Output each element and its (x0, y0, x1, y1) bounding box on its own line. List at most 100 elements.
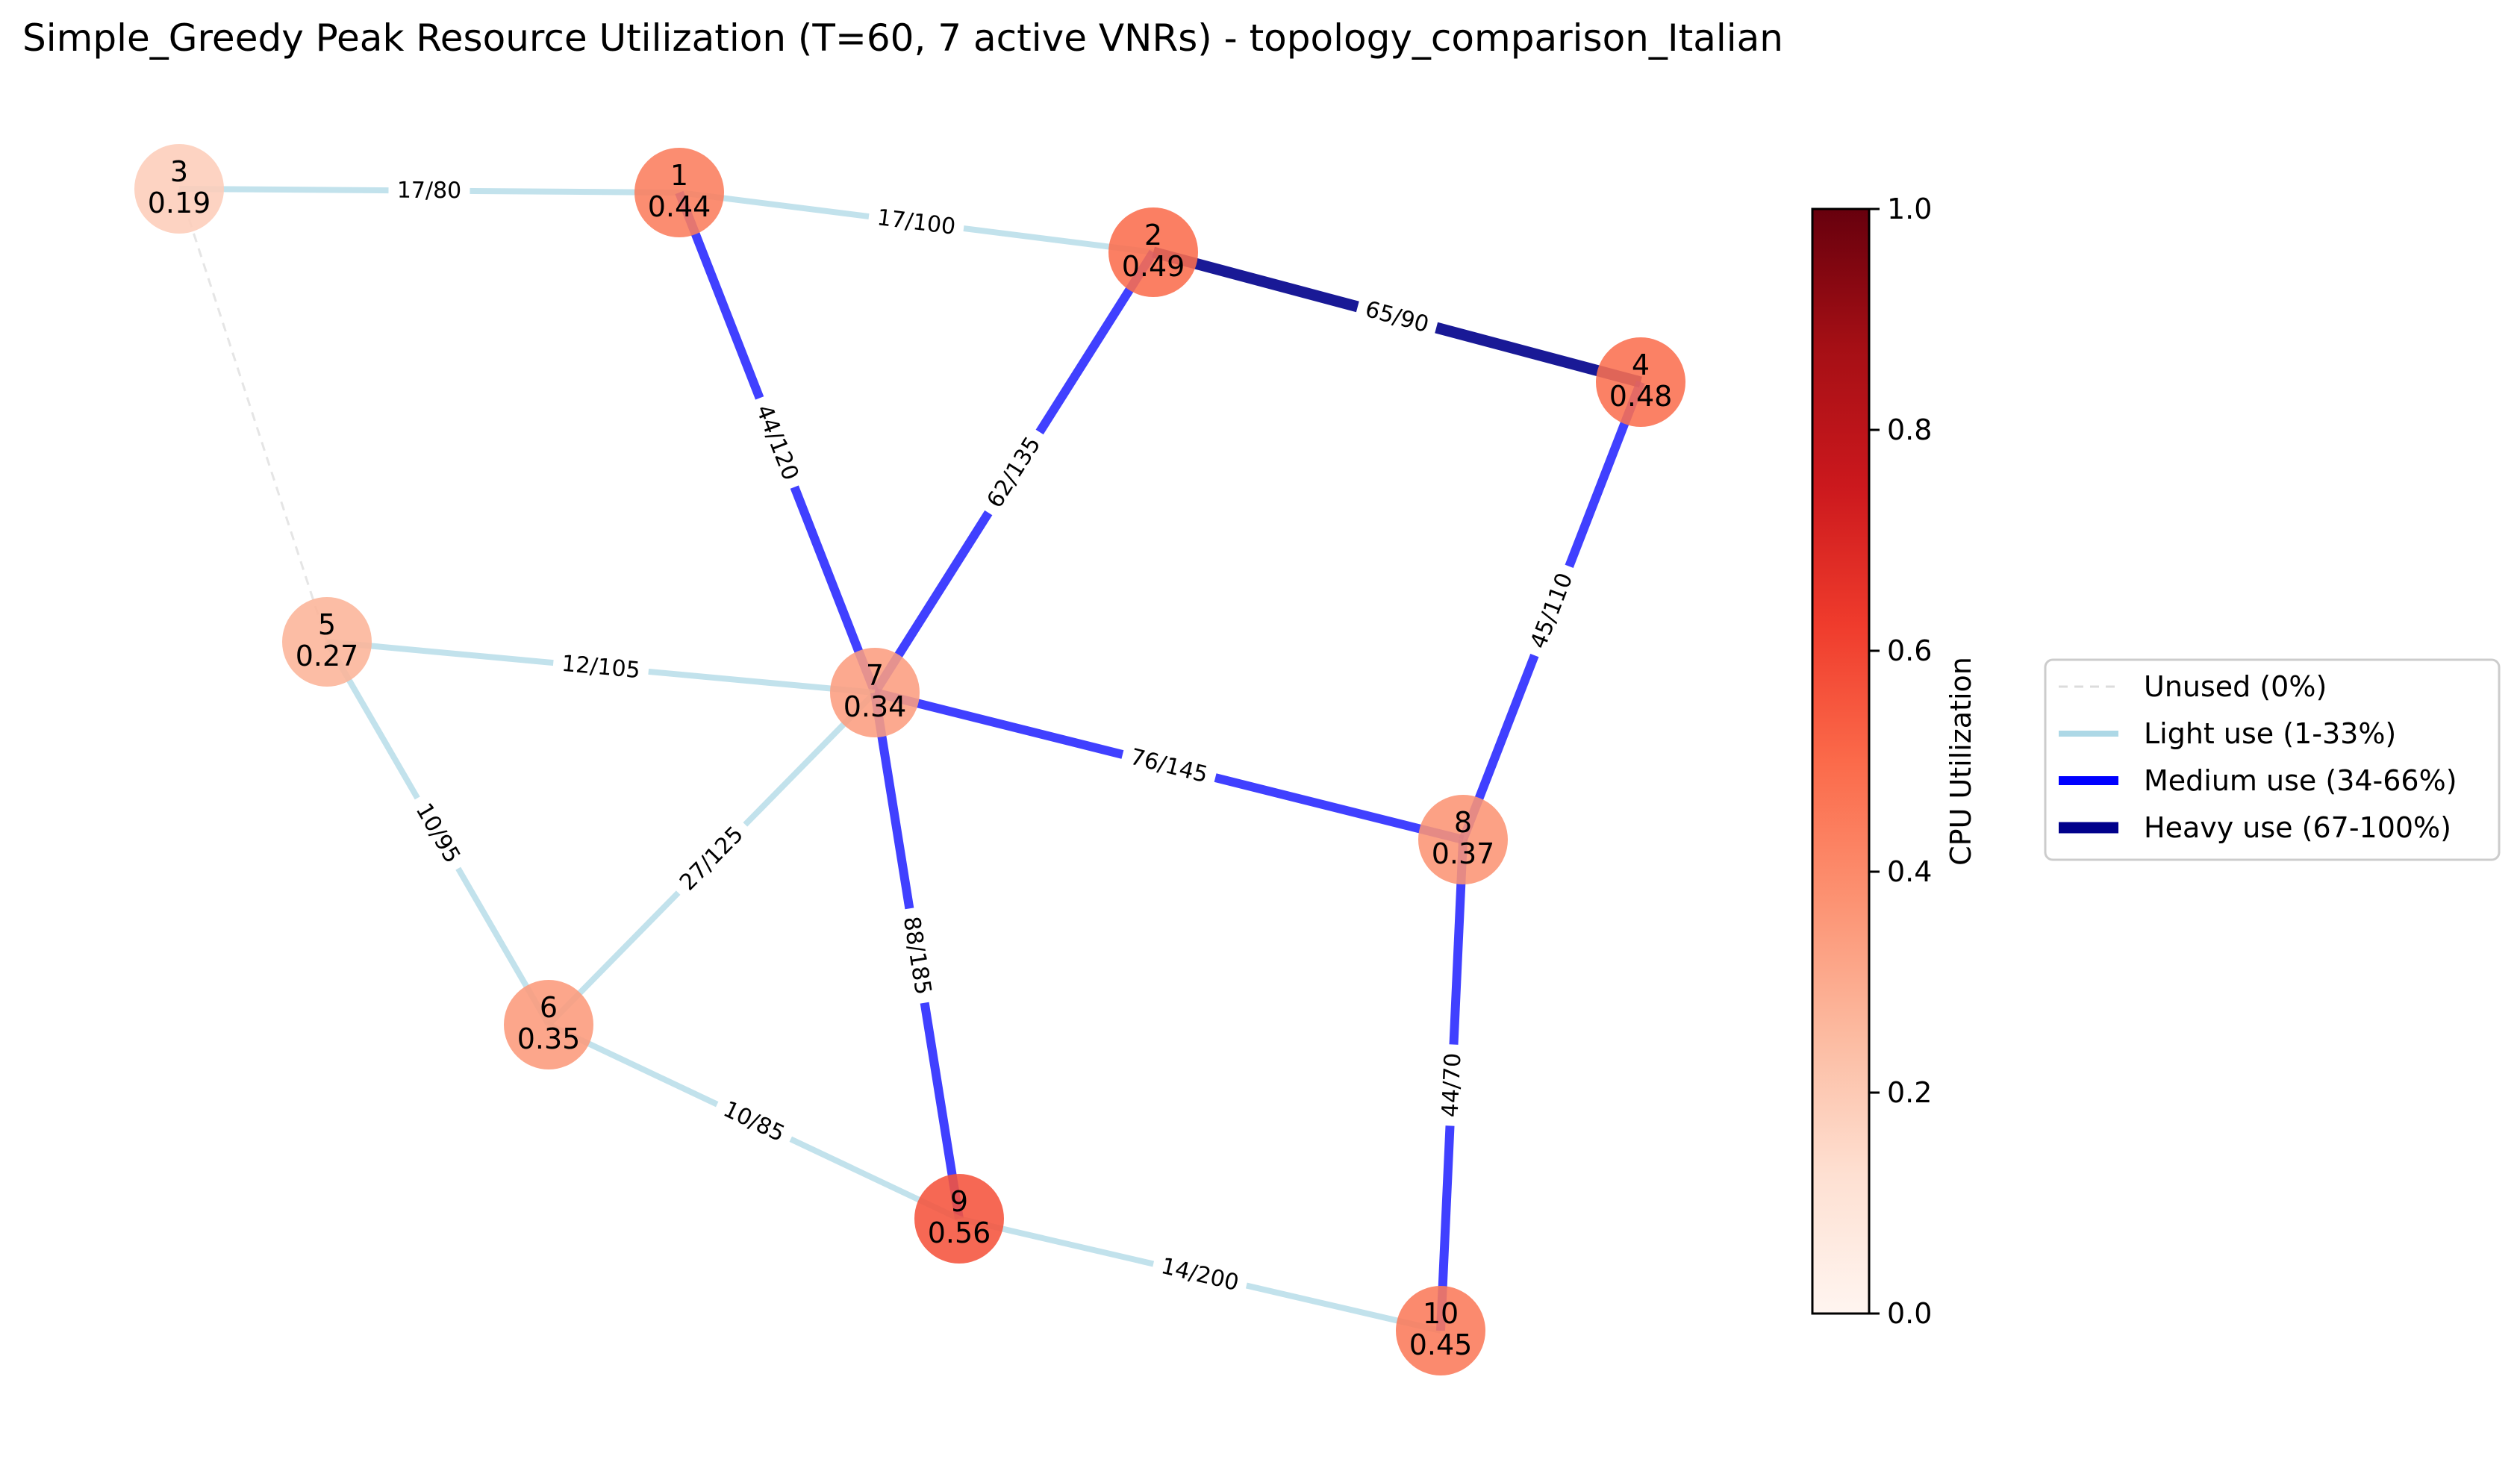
colorbar-tick-label: 1.0 (1887, 193, 1932, 225)
node-id-label: 1 (670, 159, 688, 192)
colorbar-tick-label: 0.6 (1887, 634, 1932, 667)
figure-title: Simple_Greedy Peak Resource Utilization … (22, 16, 1783, 60)
legend-item-medium: Medium use (34-66%) (2059, 764, 2457, 797)
edge-label-background (1435, 1043, 1469, 1127)
edge-label-7-9: 88/185 (894, 906, 940, 1005)
colorbar: 0.0 0.2 0.4 0.6 0.8 1.0 CPU Utilization (1811, 193, 1977, 1330)
node-id-label: 7 (866, 659, 884, 692)
node-9: 90.56 (914, 1174, 1004, 1264)
node-1: 10.44 (634, 148, 724, 237)
node-circle (134, 144, 224, 234)
edge-label-text: 44/120 (750, 401, 803, 484)
colorbar-tick-label: 0.2 (1887, 1076, 1932, 1109)
node-utilization-label: 0.27 (296, 640, 359, 672)
node-utilization-label: 0.48 (1609, 380, 1673, 413)
legend-label: Heavy use (67-100%) (2144, 811, 2451, 844)
edge-label-text: 10/95 (411, 799, 466, 867)
node-utilization-label: 0.35 (517, 1022, 581, 1055)
edge-label-6-9: 10/85 (711, 1090, 797, 1153)
node-id-label: 8 (1454, 806, 1472, 839)
node-4: 40.48 (1596, 337, 1685, 427)
edge-label-4-8: 45/110 (1521, 560, 1583, 661)
node-id-label: 2 (1144, 219, 1162, 252)
edge-label-text: 76/145 (1128, 744, 1211, 789)
edge-3-5 (178, 188, 328, 643)
node-id-label: 3 (170, 155, 188, 188)
edge-label-9-10: 14/200 (1150, 1249, 1250, 1300)
legend-label: Unused (0%) (2144, 670, 2327, 703)
edge-label-8-10: 44/70 (1435, 1043, 1469, 1127)
node-utilization-label: 0.44 (648, 190, 711, 223)
edge-label-text: 44/70 (1438, 1052, 1467, 1118)
legend-item-heavy: Heavy use (67-100%) (2059, 811, 2451, 844)
node-3: 30.19 (134, 144, 224, 234)
colorbar-tick-label: 0.4 (1887, 855, 1932, 888)
node-7: 70.34 (830, 648, 920, 737)
node-id-label: 6 (540, 991, 558, 1024)
edge-label-text: 17/100 (876, 204, 957, 240)
edge-label-1-2: 17/100 (867, 202, 966, 243)
node-circle (282, 597, 372, 687)
node-circle (1396, 1286, 1485, 1375)
legend: Unused (0%) Light use (1-33%) Medium use (… (2044, 658, 2501, 861)
edge-label-5-7: 12/105 (552, 648, 650, 687)
node-id-label: 10 (1423, 1297, 1459, 1330)
node-utilization-label: 0.19 (148, 187, 211, 219)
edge-label-background (1119, 740, 1219, 793)
edge-label-text: 45/110 (1526, 569, 1579, 652)
colorbar-ticks: 0.0 0.2 0.4 0.6 0.8 1.0 (1869, 193, 1932, 1330)
edge-label-2-7: 62/135 (976, 424, 1052, 521)
edge-label-7-6: 27/125 (667, 813, 756, 904)
node-2: 20.49 (1108, 207, 1198, 297)
node-utilization-label: 0.37 (1432, 837, 1495, 870)
colorbar-tick-label: 0.8 (1887, 413, 1932, 446)
edge-label-background (976, 424, 1052, 521)
node-utilization-label: 0.49 (1122, 250, 1185, 283)
colorbar-tick-label: 0.0 (1887, 1297, 1932, 1330)
node-6: 60.35 (504, 980, 593, 1069)
edge-label-background (746, 393, 808, 493)
legend-label: Medium use (34-66%) (2144, 764, 2457, 797)
node-circle (1108, 207, 1198, 297)
edge-label-text: 62/135 (982, 432, 1047, 513)
node-utilization-label: 0.34 (843, 690, 907, 723)
node-8: 80.37 (1418, 795, 1508, 884)
edge-label-background (404, 790, 472, 876)
node-circle (1596, 337, 1685, 427)
edge-label-text: 10/85 (719, 1096, 788, 1148)
edge-label-background (667, 813, 756, 904)
edge-label-text: 27/125 (675, 822, 749, 896)
edge-label-2-4: 65/90 (1353, 292, 1441, 343)
edge-label-5-6: 10/95 (404, 790, 472, 876)
node-utilization-label: 0.45 (1409, 1328, 1473, 1361)
edge-labels-layer: 17/80 17/100 65/90 44/120 62/135 45/110 12/105… (388, 175, 1583, 1300)
node-utilization-label: 0.56 (928, 1217, 991, 1249)
edge-label-background (894, 906, 940, 1005)
edge-label-background (711, 1090, 797, 1153)
node-id-label: 4 (1632, 349, 1650, 381)
legend-frame (2044, 658, 2501, 861)
edge-label-1-7: 44/120 (746, 393, 808, 493)
node-id-label: 5 (318, 608, 336, 641)
legend-item-light: Light use (1-33%) (2059, 717, 2396, 750)
edge-label-background (1150, 1249, 1250, 1300)
node-circle (634, 148, 724, 237)
nodes-layer: 10.44 20.49 30.19 40.48 50.27 60.35 70.34 80.37… (134, 144, 1685, 1375)
node-5: 50.27 (282, 597, 372, 687)
colorbar-gradient (1811, 207, 1871, 1315)
edge-label-7-8: 76/145 (1119, 740, 1219, 793)
node-circle (830, 648, 920, 737)
legend-item-unused: Unused (0%) (2059, 670, 2327, 703)
node-id-label: 9 (950, 1185, 968, 1218)
edge-label-background (1521, 560, 1583, 661)
edges-layer (178, 186, 1645, 1334)
node-circle (504, 980, 593, 1069)
colorbar-label: CPU Utilization (1944, 657, 1977, 866)
legend-items: Unused (0%) Light use (1-33%) Medium use (… (2059, 670, 2457, 844)
edge-label-background (388, 175, 470, 206)
edge-label-background (1353, 292, 1441, 343)
edge-label-background (867, 202, 966, 243)
legend-label: Light use (1-33%) (2144, 717, 2396, 750)
node-10: 100.45 (1396, 1286, 1485, 1375)
